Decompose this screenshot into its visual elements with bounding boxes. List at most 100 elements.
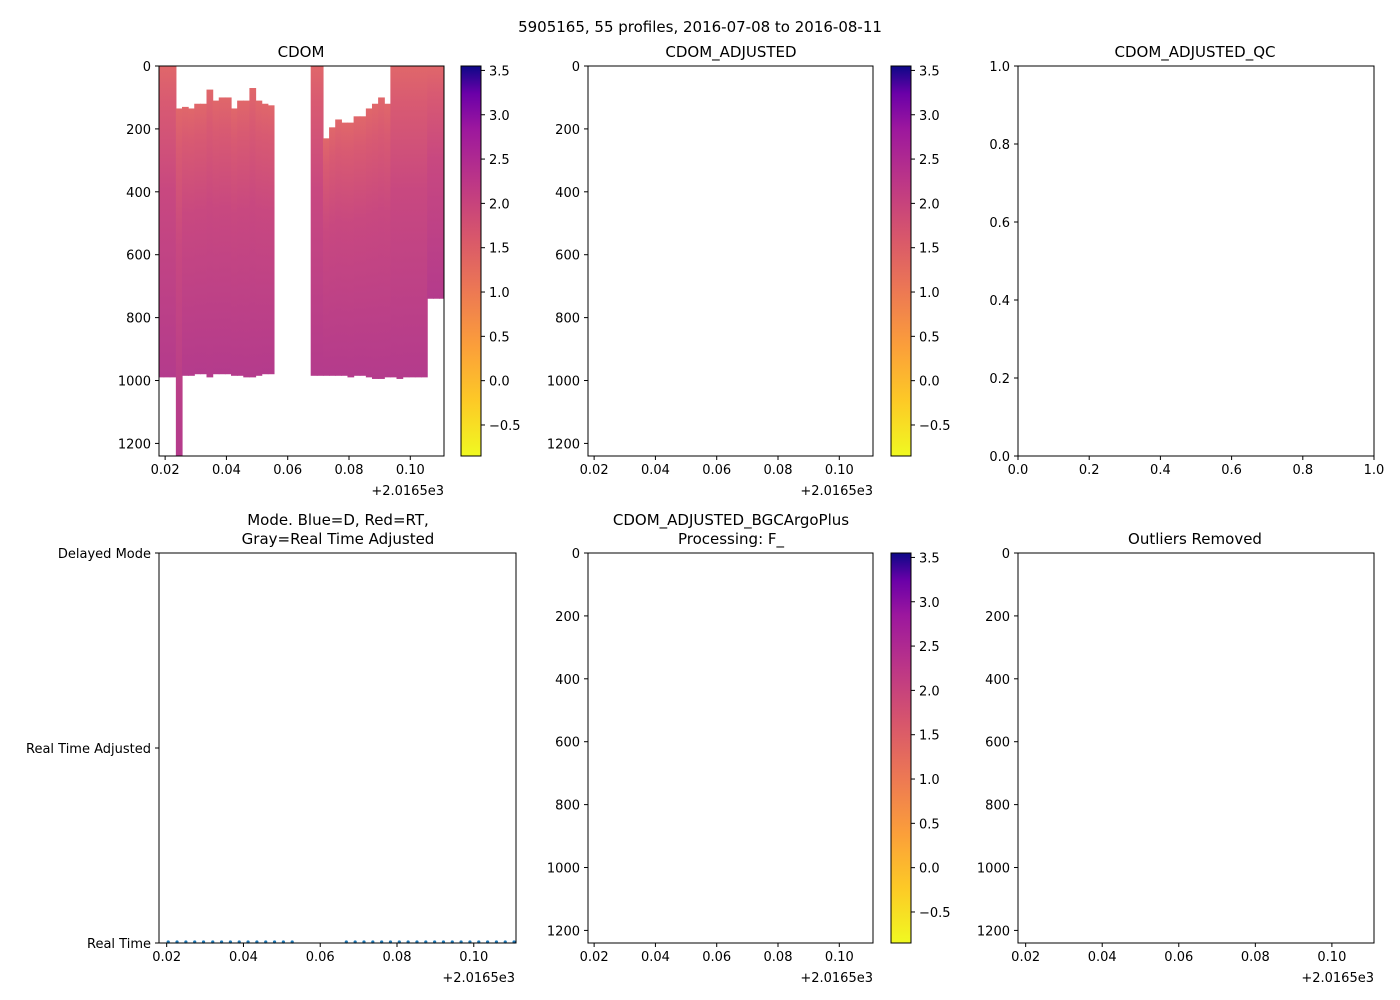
y-tick-label: 800	[126, 312, 151, 327]
profile-column	[427, 66, 434, 299]
y-tick-label: 800	[555, 312, 580, 327]
profile-column	[371, 103, 379, 379]
profile-column	[329, 127, 336, 376]
y-tick-label: 400	[126, 186, 151, 201]
y-tick-label: 200	[555, 123, 580, 138]
panel-title-line-2: Processing: F_	[678, 530, 785, 549]
colorbar-tick-label: 0.0	[919, 375, 940, 390]
panel-mode: Mode. Blue=D, Red=RT, Gray=Real Time Adj…	[26, 511, 517, 986]
profile-column	[433, 66, 441, 299]
colorbar-tick-label: 2.0	[489, 197, 510, 212]
colorbar-tick-label: 2.0	[919, 684, 940, 699]
y-tick-label: 1200	[547, 437, 580, 452]
x-tick-label: 0.10	[1317, 950, 1346, 965]
panel-cdom-bgcargoplus: CDOM_ADJUSTED_BGCArgoPlus Processing: F_…	[547, 511, 951, 986]
colorbar-tick-label: 1.5	[919, 242, 940, 257]
y-tick-label: 200	[985, 610, 1010, 625]
profile-column	[255, 100, 263, 376]
y-tick-label: 0	[572, 547, 580, 562]
panel-cdom-adjusted-qc: CDOM_ADJUSTED_QC 0.0 0.2 0.4 0.6 0.8 1.0 0.00…	[989, 43, 1384, 478]
profile-column	[194, 103, 201, 375]
y-tick-label: 0.2	[989, 372, 1010, 387]
profile-column	[322, 138, 330, 376]
profile-column	[378, 97, 385, 379]
y-tick-label: 800	[555, 799, 580, 814]
panel-title-line-2: Gray=Real Time Adjusted	[242, 530, 435, 548]
profile-column	[414, 66, 422, 378]
profile-column	[402, 66, 410, 378]
colorbar-axis: −0.5 0.0 0.5 1.0 1.5 2.0 2.5 3.0 3.5	[481, 64, 521, 434]
profile-column	[384, 103, 391, 378]
x-tick-label: 0.02	[580, 950, 609, 965]
y-tick-label: 0	[572, 60, 580, 75]
x-axis: 0.02 0.04 0.06 0.08 0.10	[152, 943, 488, 965]
x-tick-label: 0.06	[306, 950, 335, 965]
plot-frame	[1017, 552, 1375, 944]
x-tick-label: 0.06	[1164, 950, 1193, 965]
y-axis: 0 200 400 600 800 1000 1200	[118, 60, 159, 452]
panel-cdom-adjusted: CDOM_ADJUSTED 0.02 0.04 0.06 0.08 0.10 0 200 4…	[547, 43, 951, 499]
colorbar-tick-label: 1.5	[489, 242, 510, 257]
y-tick-label: 1200	[977, 924, 1010, 939]
colorbar-tick-label: 2.5	[489, 153, 510, 168]
y-axis: 0 200 400 600 800 1000 1200	[547, 60, 588, 452]
panel-title-line-1: Mode. Blue=D, Red=RT,	[247, 511, 429, 529]
profile-column	[261, 103, 269, 375]
y-tick-label: 200	[555, 610, 580, 625]
y-category-label: Delayed Mode	[58, 547, 151, 562]
x-axis: 0.02 0.04 0.06 0.08 0.10	[580, 943, 854, 965]
profile-column	[237, 100, 244, 376]
y-tick-label: 0.8	[989, 138, 1010, 153]
colorbar-tick-label: 1.5	[919, 729, 940, 744]
x-offset-label: +2.0165e3	[1301, 971, 1374, 986]
panel-title: Outliers Removed	[1128, 530, 1262, 548]
profile-column	[396, 66, 404, 379]
colorbar-tick-label: 0.5	[919, 817, 940, 832]
colorbar-tick-label: 1.0	[919, 286, 940, 301]
y-tick-label: 0.6	[989, 216, 1010, 231]
x-tick-label: 0.10	[825, 950, 854, 965]
x-tick-label: 0.10	[825, 463, 854, 478]
profile-column	[224, 97, 232, 375]
x-tick-label: 0.04	[641, 463, 670, 478]
figure-title: 5905165, 55 profiles, 2016-07-08 to 2016…	[518, 18, 882, 36]
plot-frame	[587, 552, 874, 944]
colorbar-tick-label: −0.5	[919, 419, 951, 434]
x-tick-label: 0.02	[1011, 950, 1040, 965]
colorbar-tick-label: 0.0	[489, 375, 510, 390]
profile-column	[341, 122, 349, 376]
x-offset-label: +2.0165e3	[371, 484, 444, 499]
y-axis: 0 200 400 600 800 1000 1200	[977, 547, 1018, 939]
x-tick-label: 0.08	[764, 463, 793, 478]
profile-column	[421, 66, 428, 378]
profile-column	[353, 116, 361, 376]
x-tick-label: 0.08	[383, 950, 412, 965]
panel-outliers-removed: Outliers Removed 0.02 0.04 0.06 0.08 0.10 0 2…	[977, 530, 1375, 986]
profile-column	[316, 66, 324, 376]
panel-title: CDOM	[278, 43, 325, 61]
y-tick-label: 1.0	[989, 60, 1010, 75]
x-offset-label: +2.0165e3	[800, 484, 873, 499]
colorbar-tick-label: 1.0	[919, 773, 940, 788]
profile-column	[163, 66, 171, 378]
x-tick-label: 0.02	[152, 950, 181, 965]
profile-column	[390, 66, 398, 378]
x-offset-label: +2.0165e3	[800, 971, 873, 986]
y-axis: 0 200 400 600 800 1000 1200	[547, 547, 588, 939]
profile-column	[439, 66, 444, 299]
y-tick-label: 0	[1002, 547, 1010, 562]
x-offset-label: +2.0165e3	[442, 971, 515, 986]
profile-column	[175, 108, 183, 456]
profile-column	[181, 106, 189, 376]
panel-title: CDOM_ADJUSTED	[665, 43, 796, 62]
plot-frame	[587, 65, 874, 457]
x-axis: 0.0 0.2 0.4 0.6 0.8 1.0	[1008, 456, 1384, 478]
colorbar-tick-label: 0.0	[919, 862, 940, 877]
colorbar	[890, 552, 912, 944]
colorbar-tick-label: 2.0	[919, 197, 940, 212]
y-tick-label: 1000	[547, 375, 580, 390]
x-tick-label: 0.04	[229, 950, 258, 965]
y-tick-label: 600	[985, 736, 1010, 751]
plot-frame	[158, 65, 445, 457]
profile-column	[200, 103, 208, 375]
